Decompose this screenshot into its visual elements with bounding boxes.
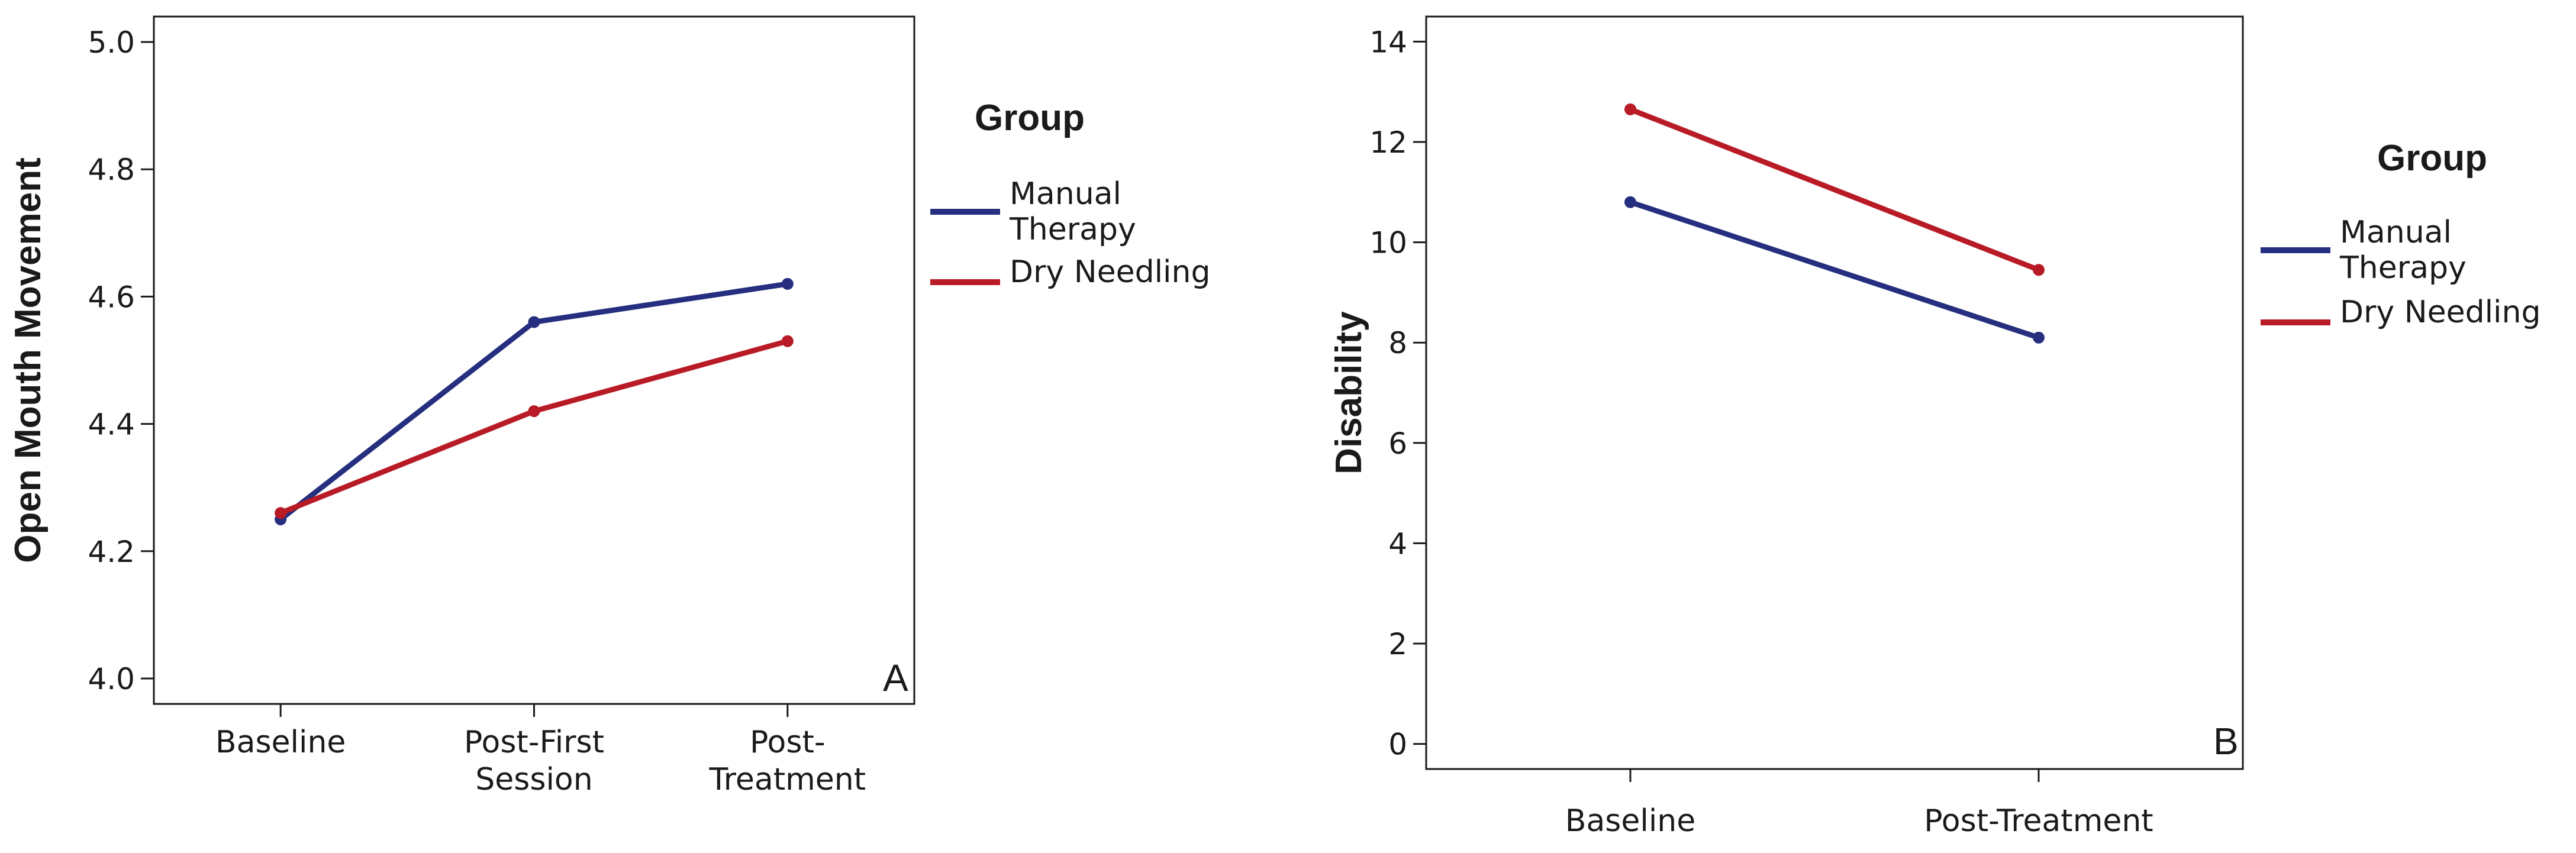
y-tick-label: 12 (1369, 125, 1407, 160)
panel-letter: B (2213, 720, 2239, 762)
legend-label: Manual (1010, 176, 1121, 212)
y-tick-label: 14 (1369, 25, 1407, 59)
legend-label: Therapy (1009, 212, 1136, 247)
x-category-label: Baseline (1565, 803, 1695, 839)
y-axis-title: Open Mouth Movement (8, 157, 49, 563)
data-point (528, 316, 540, 328)
data-point (1624, 196, 1636, 208)
y-tick-label: 4.0 (88, 662, 135, 696)
x-category-label: Post-Treatment (1924, 803, 2153, 839)
legend-title: Group (975, 98, 1085, 138)
legend-label: Dry Needling (1010, 254, 1210, 290)
series-line-dry-needling (1627, 106, 2042, 273)
data-point (781, 277, 794, 290)
x-category-label: Session (475, 762, 592, 797)
data-point (2033, 264, 2045, 276)
y-tick-label: 4.8 (88, 153, 135, 187)
y-tick-label: 4.4 (88, 408, 135, 442)
x-category-label: Treatment (709, 762, 866, 797)
y-tick-label: 4.6 (88, 280, 135, 314)
plot-frame (1425, 15, 2244, 770)
y-axis-title: Disability (1329, 311, 1369, 474)
y-tick-label: 4.2 (88, 535, 135, 569)
data-point (1624, 103, 1636, 115)
y-tick-label: 10 (1369, 226, 1407, 260)
y-tick-label: 6 (1388, 426, 1407, 461)
legend-label: Manual (2340, 215, 2452, 250)
y-tick-label: 4 (1388, 526, 1407, 561)
x-category-label: Post- (750, 725, 826, 760)
legend-label: Dry Needling (2340, 295, 2540, 330)
panel-letter: A (883, 657, 908, 699)
chart-panel-a: 4.0 4.2 4.4 4.6 4.8 5.0 Baseline Post-FirstSess… (8, 15, 1210, 797)
data-point (2033, 331, 2045, 344)
x-category-label: Baseline (215, 725, 346, 760)
y-tick-label: 2 (1388, 627, 1407, 661)
y-tick-label: 0 (1388, 728, 1407, 762)
legend-label: Therapy (2339, 250, 2467, 286)
data-point (528, 405, 540, 418)
y-tick-label: 8 (1388, 326, 1407, 360)
data-point (781, 335, 794, 347)
data-point (275, 507, 287, 519)
chart-panel-b: 0 2 4 6 8 10 12 14 Baseline Post-Treatment Disabil… (1329, 15, 2540, 839)
series-line-manual-therapy (1627, 199, 2042, 341)
legend-title: Group (2377, 138, 2487, 179)
plot-frame (153, 15, 915, 705)
y-tick-label: 5.0 (88, 25, 135, 60)
x-category-label: Post-First (464, 725, 604, 760)
